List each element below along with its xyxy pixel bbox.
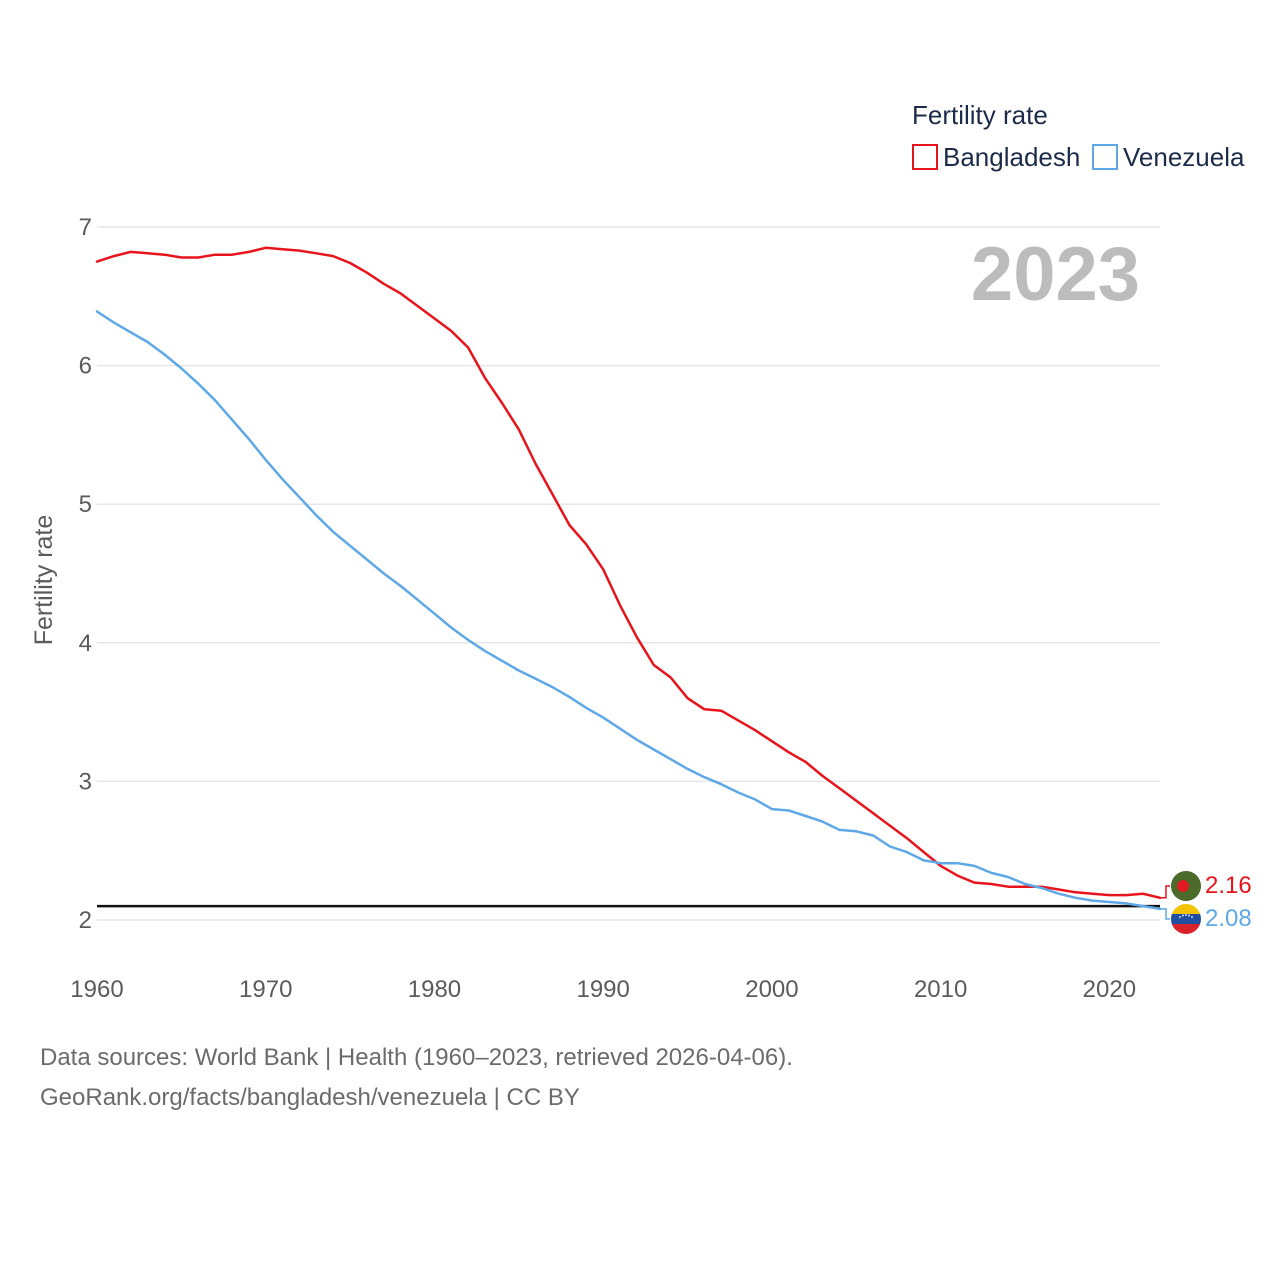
footer-data-sources: Data sources: World Bank | Health (1960–… [40,1044,793,1071]
series-line-venezuela [95,310,1162,911]
y-tick-label: 5 [79,491,92,518]
series-line-bangladesh [95,246,1162,900]
series-lines [95,246,1162,911]
end-value-venezuela: 2.08 [1205,905,1252,932]
x-tick-label: 2000 [745,976,798,1003]
legend-swatch-venezuela [1092,144,1118,170]
legend-label-venezuela: Venezuela [1123,142,1245,172]
x-tick-label: 2010 [914,976,967,1003]
bangladesh-flag-icon [1171,871,1201,901]
footer-attribution: GeoRank.org/facts/bangladesh/venezuela |… [40,1084,580,1111]
y-axis-ticks: 2 3 4 5 6 7 [79,214,92,934]
legend-item-venezuela[interactable]: Venezuela [1092,142,1245,172]
end-connector-bangladesh [1160,885,1170,899]
legend-label-bangladesh: Bangladesh [943,142,1080,172]
legend-item-bangladesh[interactable]: Bangladesh [912,142,1080,172]
end-connector-venezuela [1160,908,1170,920]
y-tick-label: 2 [79,907,92,934]
x-tick-label: 1980 [408,976,461,1003]
gridlines [97,226,1160,921]
x-tick-label: 1990 [576,976,629,1003]
x-axis-ticks: 1960 1970 1980 1990 2000 2010 2020 [70,976,1136,1003]
legend-title: Fertility rate [912,100,1048,130]
legend-swatch-bangladesh [912,144,938,170]
y-tick-label: 6 [79,353,92,380]
legend: Fertility rate Bangladesh Venezuela [912,100,1245,172]
end-value-bangladesh: 2.16 [1205,872,1252,899]
y-axis-label: Fertility rate [30,515,58,646]
year-label: 2023 [971,232,1140,317]
x-tick-label: 1960 [70,976,123,1003]
y-tick-label: 3 [79,768,92,795]
y-tick-label: 7 [79,214,92,241]
venezuela-flag-icon [1171,904,1201,934]
y-tick-label: 4 [79,630,92,657]
x-tick-label: 1970 [239,976,292,1003]
x-tick-label: 2020 [1083,976,1136,1003]
